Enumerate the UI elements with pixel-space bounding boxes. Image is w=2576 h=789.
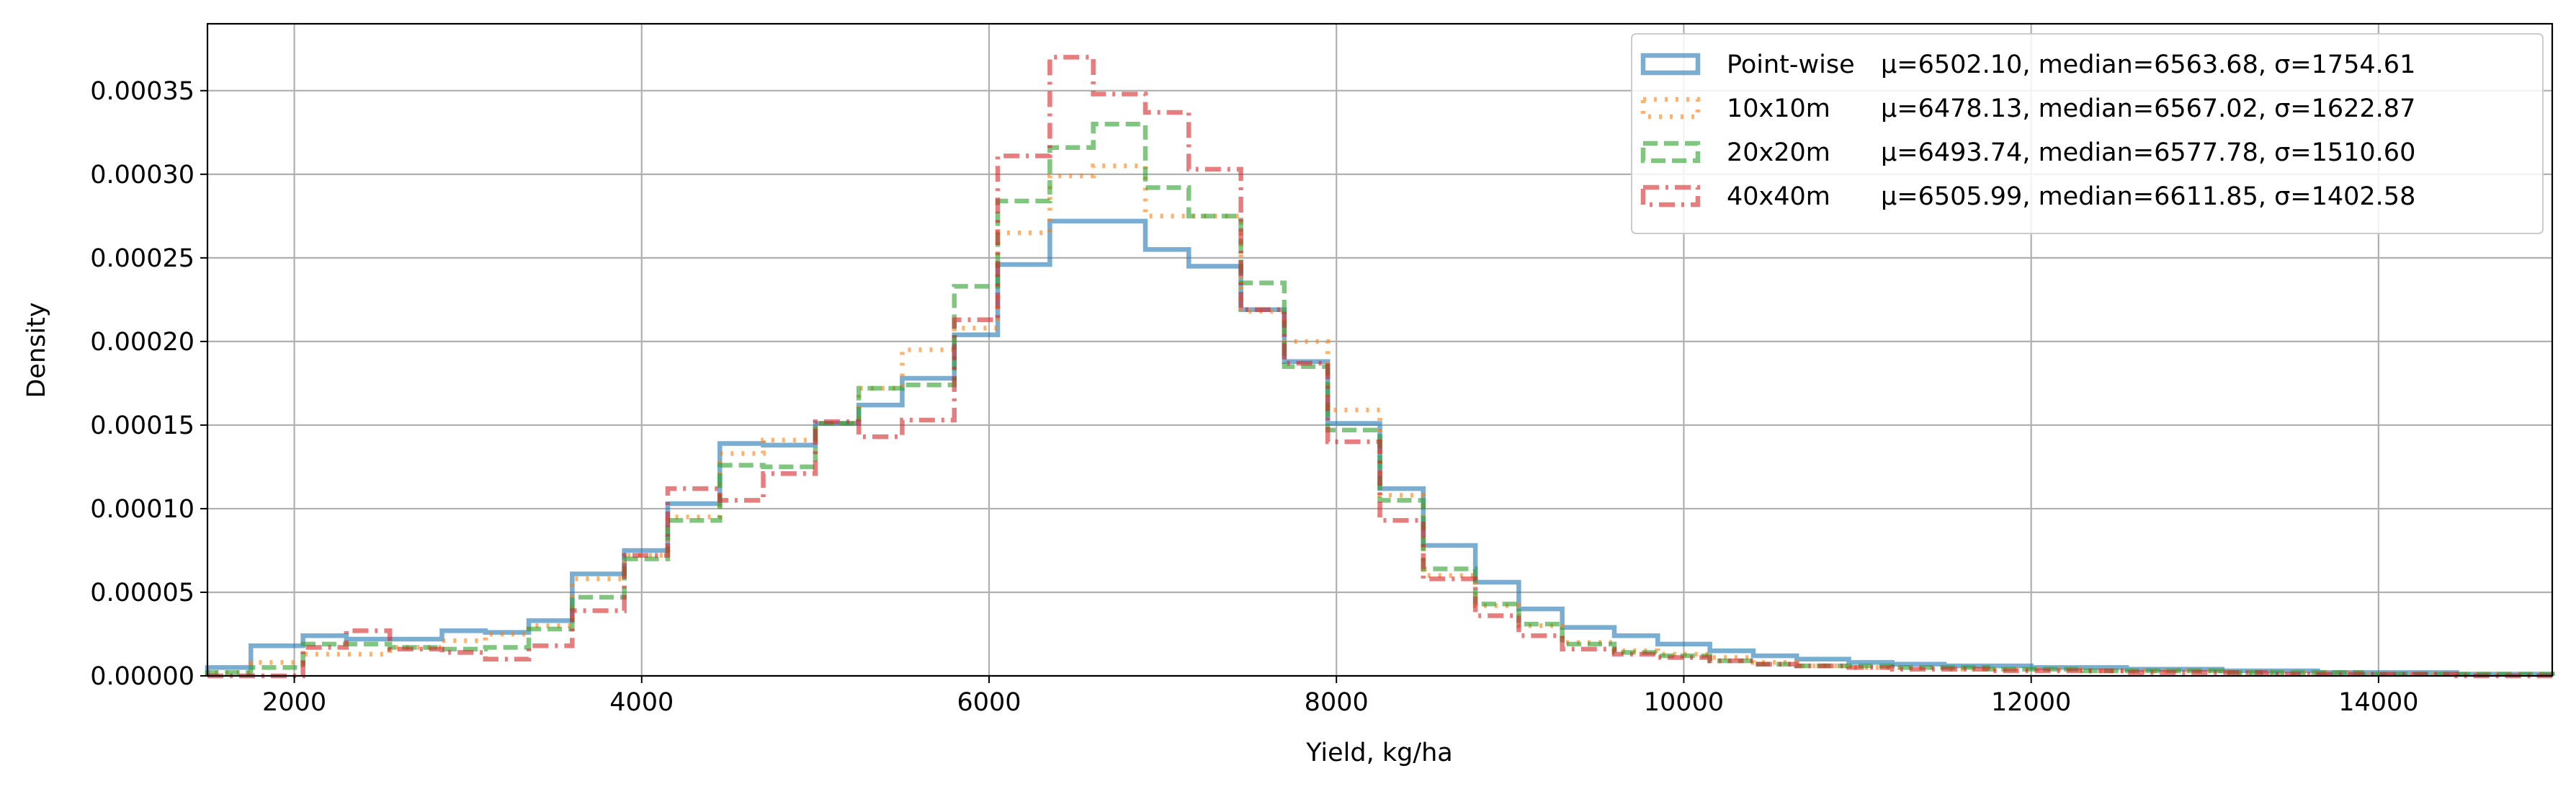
legend-series-stats: μ=6493.74, median=6577.78, σ=1510.60: [1881, 138, 2415, 167]
histogram-series: [205, 55, 2555, 679]
legend-series-name: 10x10m: [1727, 94, 1830, 123]
x-tick-label: 10000: [1644, 688, 1724, 717]
legend-handle-10x10m: [1640, 97, 1701, 120]
x-tick-label: 4000: [609, 688, 674, 717]
y-axis-ticks: 0.00000 0.00005 0.00010 0.00015 0.00020 0.000…: [90, 77, 207, 691]
y-axis-label: Density: [22, 302, 51, 398]
y-tick-label: 0.00015: [90, 411, 194, 440]
x-tick-label: 2000: [262, 688, 326, 717]
legend: Point-wise μ=6502.10, median=6563.68, σ=1…: [1631, 33, 2544, 234]
legend-series-name: Point-wise: [1727, 50, 1855, 79]
legend-series-stats: μ=6478.13, median=6567.02, σ=1622.87: [1881, 94, 2415, 123]
x-tick-label: 12000: [1991, 688, 2071, 717]
legend-series-name: 40x40m: [1727, 182, 1830, 211]
legend-series-stats: μ=6502.10, median=6563.68, σ=1754.61: [1881, 50, 2415, 79]
y-tick-label: 0.00030: [90, 161, 194, 190]
x-tick-label: 6000: [957, 688, 1021, 717]
x-tick-label: 8000: [1305, 688, 1369, 717]
x-tick-label: 14000: [2338, 688, 2418, 717]
y-tick-label: 0.00020: [90, 328, 194, 357]
y-tick-label: 0.00025: [90, 244, 194, 273]
legend-box: [1631, 33, 2544, 234]
plot-frame: [206, 22, 2554, 677]
legend-handle-Point-wise: [1640, 53, 1701, 76]
legend-handle-40x40m: [1640, 184, 1701, 208]
legend-series-stats: μ=6505.99, median=6611.85, σ=1402.58: [1881, 182, 2415, 211]
x-axis-ticks: 2000 4000 6000 8000 10000 12000 14000: [262, 676, 2419, 717]
y-tick-label: 0.00035: [90, 77, 194, 106]
legend-series-name: 20x20m: [1727, 138, 1830, 167]
legend-handle-20x20m: [1640, 141, 1701, 164]
y-tick-label: 0.00000: [90, 662, 194, 691]
histogram-step-40x40m: [207, 55, 2552, 679]
x-axis-label: Yield, kg/ha: [1305, 739, 1453, 767]
y-tick-label: 0.00005: [90, 579, 194, 607]
y-tick-label: 0.00010: [90, 495, 194, 524]
